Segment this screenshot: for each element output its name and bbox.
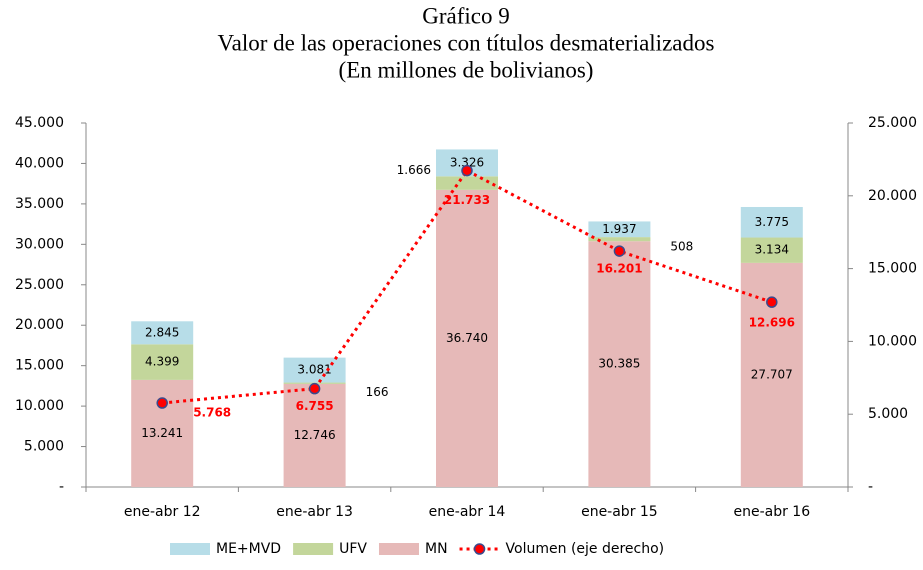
legend-swatch: [293, 543, 334, 555]
y-tick-label: 20.000: [15, 317, 64, 333]
bar-value-label: 3.081: [297, 363, 331, 377]
bar: [588, 241, 651, 487]
bar-value-label: 3.326: [450, 155, 484, 169]
bar: [283, 357, 346, 383]
line-marker: [766, 296, 778, 308]
bar: [436, 189, 498, 488]
bar-value-label: 508: [670, 240, 693, 254]
chart-title: (En millones de bolivianos): [339, 57, 594, 82]
x-tick-label: ene-abr 14: [429, 504, 506, 520]
bar: [588, 221, 651, 238]
y-tick-label: -: [59, 479, 64, 495]
x-tick-label: ene-abr 15: [581, 504, 658, 520]
bar-value-label: 1.937: [602, 222, 636, 236]
line-value-label: 16.201: [596, 262, 642, 276]
line-marker: [156, 397, 168, 409]
y-tick-label: 40.000: [15, 155, 64, 171]
y-tick-label: 35.000: [15, 196, 64, 212]
bar-value-label: 2.845: [145, 325, 179, 339]
y2-tick-label: -: [868, 479, 873, 495]
y-tick-label: 5.000: [24, 439, 64, 455]
y-tick-label: 30.000: [15, 236, 64, 252]
x-tick-label: ene-abr 16: [733, 504, 810, 520]
line-value-label: 6.755: [296, 399, 334, 413]
x-tick-label: ene-abr 13: [276, 504, 353, 520]
y2-tick-label: 5.000: [868, 406, 908, 422]
line: [162, 168, 773, 405]
y-tick-label: 45.000: [15, 115, 64, 131]
bar-value-label: 1.666: [397, 163, 431, 177]
y-tick-label: 25.000: [15, 277, 64, 293]
line-value-label: 5.768: [193, 406, 231, 420]
x-tick-label: ene-abr 12: [124, 504, 201, 520]
bar-value-label: 13.241: [141, 426, 183, 440]
bar-value-label: 3.134: [755, 243, 789, 257]
legend-label: ME+MVD: [216, 541, 281, 557]
bar-value-label: 30.385: [598, 357, 640, 371]
bar: [740, 206, 803, 238]
line-marker: [308, 382, 321, 395]
y2-tick-label: 15.000: [868, 261, 917, 277]
y2-tick-label: 20.000: [868, 188, 917, 204]
chart-title: Valor de las operaciones con títulos des…: [218, 30, 715, 55]
line-marker: [613, 245, 626, 257]
bar: [131, 344, 194, 380]
bar-value-label: 27.707: [751, 367, 793, 381]
line-value-label: 21.733: [444, 193, 490, 207]
bar: [588, 237, 651, 242]
y2-tick-label: 25.000: [868, 115, 917, 131]
legend-swatch: [378, 543, 419, 555]
y-tick-label: 15.000: [15, 358, 64, 374]
y2-tick-label: 10.000: [868, 333, 917, 349]
y-tick-label: 10.000: [15, 398, 64, 414]
line-value-label: 12.696: [749, 316, 795, 330]
bar-value-label: 4.399: [145, 355, 179, 369]
bar-value-label: 36.740: [446, 331, 488, 345]
legend-label: UFV: [339, 541, 367, 557]
line-marker: [461, 164, 473, 177]
legend-swatch: [473, 543, 486, 555]
bar: [131, 321, 194, 345]
legend-label: MN: [425, 541, 448, 557]
legend-label: Volumen (eje derecho): [506, 541, 665, 557]
bar-value-label: 12.746: [294, 428, 336, 442]
bar: [436, 176, 498, 190]
chart-title: Gráfico 9: [422, 3, 510, 28]
bar: [740, 237, 803, 263]
bar: [283, 383, 346, 487]
bar-value-label: 166: [366, 385, 389, 399]
legend-swatch: [170, 543, 210, 555]
bar-value-label: 3.775: [755, 215, 789, 229]
